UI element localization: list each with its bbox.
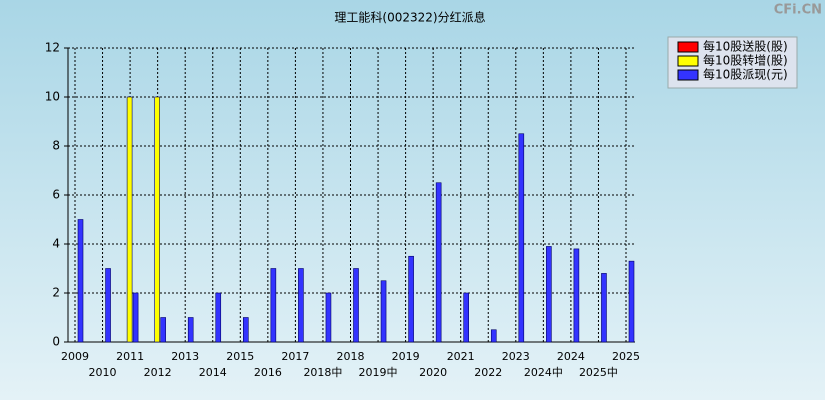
y-tick-label: 6: [52, 188, 60, 202]
bar: [380, 280, 387, 343]
bar: [187, 317, 194, 343]
legend-swatch: [677, 41, 699, 53]
x-tick-label: 2016: [254, 366, 282, 379]
legend-swatch: [677, 55, 699, 67]
bar: [490, 329, 497, 343]
bar: [77, 219, 84, 343]
x-tick-label: 2024: [557, 350, 585, 363]
chart-title: 理工能科(002322)分红派息: [334, 10, 485, 25]
x-tick-label: 2009: [61, 350, 89, 363]
y-tick-label: 8: [52, 139, 60, 153]
legend: 每10股送股(股)每10股转增(股)每10股派现(元): [667, 36, 798, 89]
x-tick-label: 2018: [337, 350, 365, 363]
bar: [105, 268, 111, 343]
x-tick-label: 2013: [171, 350, 199, 363]
bar: [353, 268, 359, 343]
x-tick-label: 2014: [199, 366, 227, 379]
x-tick-label: 2011: [116, 350, 144, 363]
bar: [573, 248, 580, 343]
x-tick-label: 2024中: [524, 366, 563, 379]
y-tick-label: 12: [45, 41, 60, 55]
bar: [628, 260, 635, 343]
bar: [518, 133, 525, 343]
x-tick-label: 2015: [226, 350, 254, 363]
x-tick-label: 2022: [474, 366, 502, 379]
bar: [154, 96, 160, 343]
bar: [408, 255, 414, 343]
x-tick-label: 2019中: [359, 366, 398, 379]
x-tick-label: 2025中: [579, 366, 618, 379]
bar: [463, 292, 470, 343]
bar: [126, 96, 133, 343]
bar: [160, 317, 166, 343]
x-tick-label: 2025: [612, 350, 640, 363]
watermark: CFi.CN: [774, 3, 822, 18]
y-tick-label: 2: [52, 286, 60, 300]
y-tick-label: 4: [52, 237, 60, 251]
bar: [435, 182, 442, 343]
x-tick-label: 2021: [447, 350, 475, 363]
bar: [601, 273, 607, 343]
x-tick-label: 2018中: [303, 366, 342, 379]
bar: [215, 292, 222, 343]
bar: [298, 268, 304, 343]
bar: [243, 317, 249, 343]
bar: [270, 268, 277, 343]
legend-label: 每10股转增(股): [703, 53, 788, 68]
x-tick-label: 2023: [502, 350, 530, 363]
bar: [546, 246, 552, 343]
legend-label: 每10股送股(股): [703, 39, 788, 54]
y-tick-label: 10: [45, 90, 60, 104]
x-tick-label: 2017: [281, 350, 309, 363]
x-tick-label: 2010: [89, 366, 117, 379]
x-tick-label: 2012: [144, 366, 172, 379]
y-tick-label: 0: [52, 335, 60, 349]
x-tick-label: 2019: [392, 350, 420, 363]
legend-label: 每10股派现(元): [703, 67, 788, 82]
legend-swatch: [677, 69, 699, 81]
bar: [325, 292, 332, 343]
x-tick-label: 2020: [419, 366, 447, 379]
bar: [132, 292, 139, 343]
